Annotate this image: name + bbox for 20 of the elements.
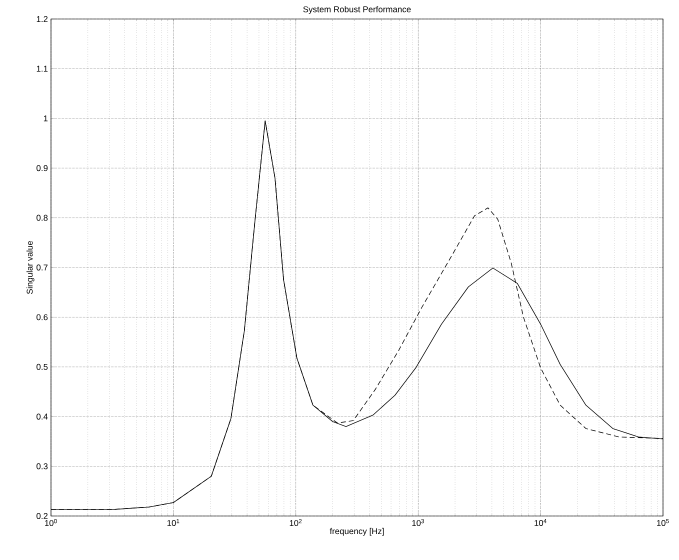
y-tick-label: 1.2 xyxy=(36,16,48,22)
y-tick-label: 1 xyxy=(44,115,48,122)
x-tick-label: 10$^{2}$ xyxy=(290,519,302,526)
x-tick-label: 10$^{3}$ xyxy=(412,519,424,526)
y-tick-label: 0.5 xyxy=(36,364,48,370)
x-tick-label: 10$^{0}$ xyxy=(45,519,57,526)
y-tick-label: 0.7 xyxy=(36,264,48,270)
y-tick-label: 0.3 xyxy=(36,463,48,470)
y-tick-label: 0.8 xyxy=(36,214,48,221)
x-tick-label: 10$^{4}$ xyxy=(534,519,547,526)
y-tick-label: 1.1 xyxy=(36,66,48,72)
y-tick-label: 0.4 xyxy=(36,414,48,420)
y-axis-title: Singular value xyxy=(26,241,34,294)
y-tick-label: 0.6 xyxy=(36,314,48,320)
y-tick-label: 0.9 xyxy=(36,165,48,172)
x-tick-label: 10$^{5}$ xyxy=(657,519,669,526)
chart-title: System Robust Performance xyxy=(303,6,411,14)
x-tick-label: 10$^{1}$ xyxy=(167,519,180,526)
x-axis-title: frequency [Hz] xyxy=(330,528,384,536)
y-tick-label: 0.2 xyxy=(36,513,48,519)
